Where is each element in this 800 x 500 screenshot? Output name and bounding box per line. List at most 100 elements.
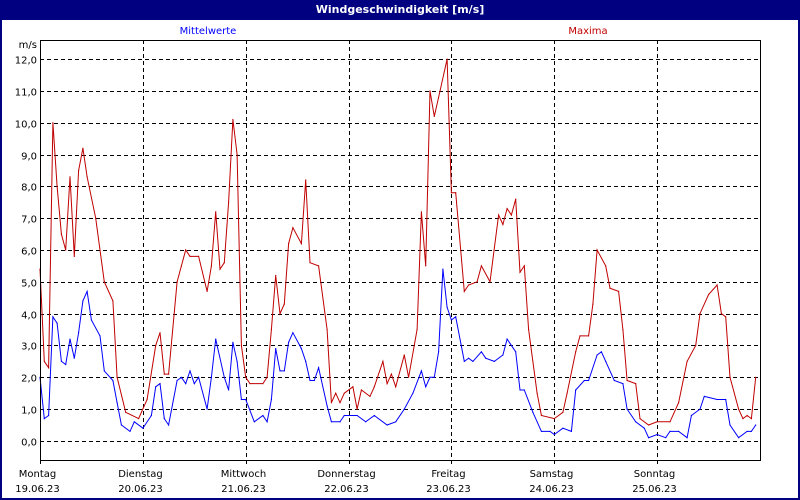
data-point: [635, 383, 637, 385]
data-point: [159, 332, 161, 334]
series-line-maxima: [39, 58, 757, 426]
data-point: [429, 376, 431, 378]
data-point: [635, 421, 637, 423]
data-point: [540, 414, 543, 417]
data-point: [318, 367, 320, 369]
data-point: [138, 418, 140, 420]
data-point: [60, 360, 63, 362]
data-point: [266, 421, 268, 423]
data-point: [176, 281, 178, 283]
data-point: [506, 208, 508, 210]
data-point: [575, 351, 577, 353]
data-point: [686, 437, 688, 439]
title-bar: Windgeschwindigkeit [m/s]: [2, 0, 798, 20]
data-point: [240, 398, 242, 401]
data-point: [729, 424, 731, 426]
data-point: [656, 421, 658, 423]
series-line-mittelwerte: [39, 269, 757, 439]
data-point: [618, 290, 620, 292]
data-point: [425, 386, 427, 388]
data-point: [506, 338, 508, 340]
data-point: [755, 376, 757, 378]
data-point: [352, 386, 354, 388]
data-point: [519, 271, 521, 273]
data-point: [592, 303, 594, 305]
data-point: [305, 360, 307, 362]
x-tick-date: 24.06.23: [529, 484, 574, 495]
data-point: [648, 437, 650, 439]
legend-maxima: Maxima: [568, 26, 607, 37]
data-point: [502, 354, 504, 356]
data-point: [65, 249, 67, 251]
data-point: [678, 402, 680, 404]
data-point: [463, 360, 465, 362]
data-point: [750, 430, 753, 432]
data-point: [343, 392, 345, 394]
data-point: [703, 395, 705, 397]
data-point: [330, 402, 332, 404]
y-tick-label: 1,0: [21, 406, 37, 417]
data-point: [643, 427, 645, 429]
x-tick-day: Sonntag: [634, 469, 676, 480]
data-point: [270, 398, 272, 401]
data-point: [210, 265, 212, 267]
data-point: [438, 96, 440, 98]
data-point: [403, 354, 405, 356]
y-tick-label: 2,0: [21, 374, 37, 385]
data-point: [686, 360, 688, 362]
data-point: [510, 214, 512, 216]
data-point: [78, 169, 80, 172]
data-point: [223, 376, 225, 378]
data-point: [446, 58, 448, 60]
data-point: [103, 370, 105, 372]
data-point: [185, 383, 187, 385]
data-point: [82, 300, 84, 302]
data-point: [189, 255, 191, 257]
data-point: [738, 437, 740, 439]
data-point: [519, 389, 521, 391]
data-point: [386, 424, 388, 426]
data-point: [720, 313, 723, 315]
data-point: [78, 332, 80, 334]
data-point: [626, 379, 628, 382]
data-point: [476, 281, 478, 283]
data-point: [356, 408, 358, 410]
data-point: [708, 293, 710, 296]
data-point: [210, 376, 212, 378]
data-point: [596, 249, 598, 251]
data-point: [523, 389, 525, 391]
data-point: [180, 265, 182, 267]
data-point: [266, 376, 268, 378]
data-point: [309, 262, 311, 264]
y-tick-label: 6,0: [21, 247, 37, 258]
data-point: [446, 306, 448, 308]
data-point: [262, 383, 264, 385]
data-point: [343, 414, 345, 417]
data-point: [339, 421, 341, 423]
data-point: [180, 376, 182, 378]
data-point: [665, 437, 667, 439]
x-tick-date: 23.06.23: [426, 484, 471, 495]
data-point: [600, 351, 603, 353]
data-point: [588, 379, 590, 382]
data-point: [699, 408, 701, 410]
data-point: [583, 379, 585, 382]
data-point: [485, 357, 487, 359]
y-tick-label: 12,0: [15, 56, 37, 67]
data-point: [48, 414, 50, 417]
data-point: [86, 290, 88, 292]
data-point: [725, 398, 727, 401]
x-tick-day: Mittwoch: [221, 469, 266, 480]
data-point: [335, 392, 337, 394]
data-point: [755, 424, 757, 426]
data-point: [468, 284, 470, 286]
data-point: [159, 383, 161, 385]
data-point: [566, 392, 568, 394]
data-point: [223, 262, 225, 264]
x-tick-day: Dienstag: [118, 469, 163, 480]
data-point: [403, 408, 405, 410]
data-point: [155, 344, 157, 347]
data-point: [455, 192, 457, 194]
data-point: [69, 338, 71, 340]
data-point: [275, 274, 277, 277]
